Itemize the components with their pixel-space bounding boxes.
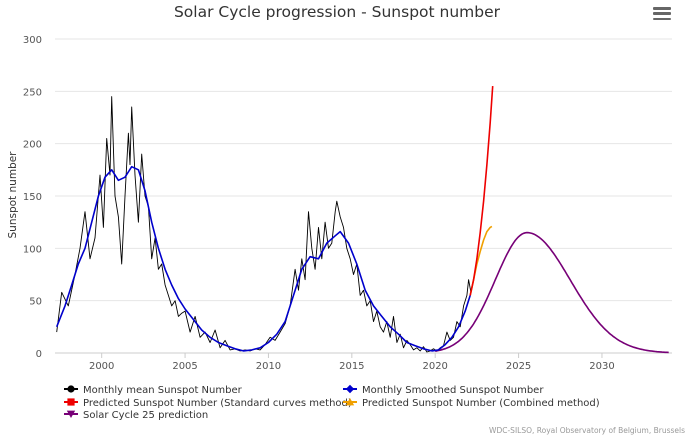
series-layer [55,86,669,354]
hamburger-menu-icon[interactable] [653,7,671,23]
legend-label: Predicted Sunspot Number (Combined metho… [362,398,600,409]
legend-label: Monthly mean Sunspot Number [83,385,243,396]
x-tick-label: 2000 [89,361,114,372]
triangle-marker-icon [345,398,355,406]
diamond-marker-icon [345,384,355,394]
x-axis-ticks: 2000 2005 2010 2015 2020 2025 2030 [89,353,615,372]
triangle-down-marker-icon [66,410,76,418]
series-predicted-combined[interactable] [469,225,493,296]
x-tick-label: 2010 [256,361,281,372]
legend-predicted-standard[interactable]: Predicted Sunspot Number (Standard curve… [64,398,352,409]
legend-label: Predicted Sunspot Number (Standard curve… [83,398,352,409]
square-marker-icon [67,398,75,406]
circle-marker-icon [67,385,75,393]
chart-title: Solar Cycle progression - Sunspot number [174,3,501,21]
legend-label: Monthly Smoothed Sunspot Number [362,385,544,396]
y-tick-label: 150 [23,192,42,203]
series-predicted-standard[interactable] [469,86,494,296]
x-tick-label: 2030 [589,361,614,372]
y-tick-label: 200 [23,140,42,151]
x-tick-label: 2015 [339,361,364,372]
series-monthly-smoothed[interactable] [55,165,471,352]
series-cycle25-prediction[interactable] [435,231,669,354]
y-tick-label: 0 [36,349,42,360]
grid [55,38,672,302]
y-tick-label: 250 [23,87,42,98]
legend-cycle25-prediction[interactable]: Solar Cycle 25 prediction [64,410,208,421]
y-axis-ticks: 0 50 100 150 200 250 300 [23,35,42,360]
legend-predicted-combined[interactable]: Predicted Sunspot Number (Combined metho… [343,398,600,409]
y-axis-label: Sunspot number [7,151,19,239]
credit-text[interactable]: WDC-SILSO, Royal Observatory of Belgium,… [489,426,685,435]
legend-monthly-smoothed[interactable]: Monthly Smoothed Sunspot Number [343,384,544,396]
y-tick-label: 100 [23,244,42,255]
x-tick-label: 2020 [422,361,447,372]
series-monthly-mean[interactable] [56,96,472,353]
x-tick-label: 2025 [506,361,531,372]
legend-monthly-mean[interactable]: Monthly mean Sunspot Number [64,385,243,396]
x-tick-label: 2005 [172,361,197,372]
legend-label: Solar Cycle 25 prediction [83,410,208,421]
legend: Monthly mean Sunspot Number Monthly Smoot… [64,384,600,421]
y-tick-label: 300 [23,35,42,46]
y-tick-label: 50 [29,297,42,308]
